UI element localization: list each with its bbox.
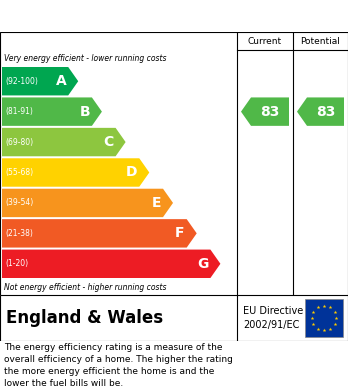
Text: (21-38): (21-38) <box>5 229 33 238</box>
Polygon shape <box>297 97 344 126</box>
Text: (1-20): (1-20) <box>5 259 28 268</box>
Polygon shape <box>2 189 173 217</box>
Text: Very energy efficient - lower running costs: Very energy efficient - lower running co… <box>4 54 166 63</box>
Text: Potential: Potential <box>301 36 340 45</box>
Text: 83: 83 <box>316 105 335 118</box>
Text: D: D <box>126 165 137 179</box>
Text: (81-91): (81-91) <box>5 107 33 116</box>
Polygon shape <box>2 67 78 95</box>
Text: A: A <box>55 74 66 88</box>
Text: (55-68): (55-68) <box>5 168 33 177</box>
Text: The energy efficiency rating is a measure of the
overall efficiency of a home. T: The energy efficiency rating is a measur… <box>4 343 233 388</box>
Text: C: C <box>103 135 113 149</box>
Text: (39-54): (39-54) <box>5 198 33 208</box>
Polygon shape <box>2 128 126 156</box>
Bar <box>305 299 343 337</box>
Polygon shape <box>2 97 102 126</box>
Text: Not energy efficient - higher running costs: Not energy efficient - higher running co… <box>4 283 166 292</box>
Text: EU Directive
2002/91/EC: EU Directive 2002/91/EC <box>243 307 303 330</box>
Text: (92-100): (92-100) <box>5 77 38 86</box>
Text: E: E <box>151 196 161 210</box>
Text: Energy Efficiency Rating: Energy Efficiency Rating <box>8 9 210 23</box>
Text: G: G <box>197 257 208 271</box>
Text: 83: 83 <box>260 105 280 118</box>
Polygon shape <box>2 219 197 248</box>
Text: (69-80): (69-80) <box>5 138 33 147</box>
Text: F: F <box>175 226 185 240</box>
Polygon shape <box>241 97 289 126</box>
Text: England & Wales: England & Wales <box>6 309 163 327</box>
Text: B: B <box>79 105 90 118</box>
Polygon shape <box>2 158 149 187</box>
Text: Current: Current <box>248 36 282 45</box>
Polygon shape <box>2 249 220 278</box>
